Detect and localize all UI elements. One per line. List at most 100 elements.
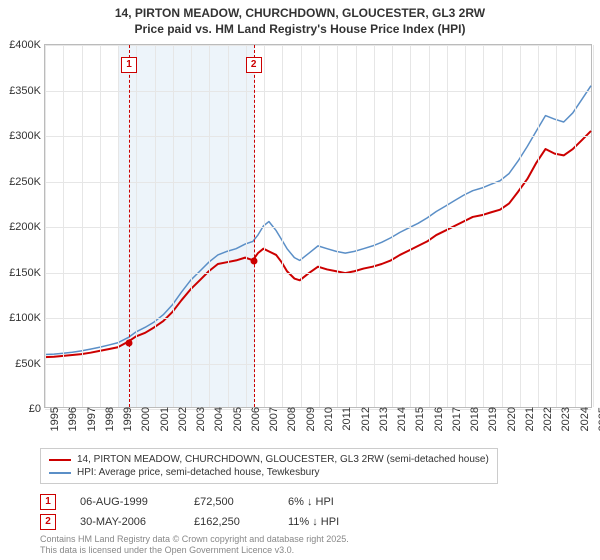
y-tick-label: £200K — [9, 221, 45, 233]
y-tick-label: £100K — [9, 312, 45, 324]
grid-v — [246, 45, 247, 407]
sale-delta: 6% ↓ HPI — [288, 496, 334, 508]
grid-v — [282, 45, 283, 407]
grid-h — [45, 318, 591, 319]
grid-h — [45, 182, 591, 183]
x-tick-label: 2001 — [155, 407, 171, 431]
x-tick-label: 2006 — [246, 407, 262, 431]
series-price_paid — [45, 131, 591, 357]
footer-line1: Contains HM Land Registry data © Crown c… — [40, 534, 349, 545]
x-tick-label: 2005 — [228, 407, 244, 431]
x-tick-label: 1999 — [118, 407, 134, 431]
grid-v — [429, 45, 430, 407]
x-tick-label: 2003 — [191, 407, 207, 431]
x-tick-label: 2021 — [520, 407, 536, 431]
sale-marker-line — [254, 45, 255, 407]
legend: 14, PIRTON MEADOW, CHURCHDOWN, GLOUCESTE… — [40, 448, 498, 484]
grid-v — [45, 45, 46, 407]
sale-price: £162,250 — [194, 516, 264, 528]
sale-marker-icon: 1 — [40, 494, 56, 510]
legend-label: 14, PIRTON MEADOW, CHURCHDOWN, GLOUCESTE… — [77, 454, 489, 465]
sale-marker-box: 1 — [121, 57, 137, 73]
x-tick-label: 2007 — [264, 407, 280, 431]
sale-price: £72,500 — [194, 496, 264, 508]
grid-h — [45, 273, 591, 274]
x-tick-label: 2016 — [429, 407, 445, 431]
sale-dot — [250, 258, 257, 265]
y-tick-label: £350K — [9, 85, 45, 97]
grid-v — [100, 45, 101, 407]
y-tick-label: £150K — [9, 267, 45, 279]
grid-v — [63, 45, 64, 407]
footer: Contains HM Land Registry data © Crown c… — [40, 534, 349, 556]
grid-v — [556, 45, 557, 407]
grid-v — [319, 45, 320, 407]
grid-v — [575, 45, 576, 407]
x-tick-label: 2002 — [173, 407, 189, 431]
grid-h — [45, 91, 591, 92]
chart-title-line1: 14, PIRTON MEADOW, CHURCHDOWN, GLOUCESTE… — [0, 0, 600, 22]
legend-row: 14, PIRTON MEADOW, CHURCHDOWN, GLOUCESTE… — [49, 453, 489, 466]
x-tick-label: 2004 — [209, 407, 225, 431]
grid-v — [301, 45, 302, 407]
grid-h — [45, 45, 591, 46]
sale-row: 2 30-MAY-2006 £162,250 11% ↓ HPI — [40, 514, 339, 530]
y-tick-label: £250K — [9, 176, 45, 188]
x-tick-label: 2011 — [337, 407, 353, 431]
grid-v — [374, 45, 375, 407]
grid-v — [465, 45, 466, 407]
x-tick-label: 1995 — [45, 407, 61, 431]
chart-container: 14, PIRTON MEADOW, CHURCHDOWN, GLOUCESTE… — [0, 0, 600, 560]
legend-label: HPI: Average price, semi-detached house,… — [77, 467, 320, 478]
y-tick-label: £50K — [15, 358, 45, 370]
sale-marker-icon: 2 — [40, 514, 56, 530]
sale-date: 06-AUG-1999 — [80, 496, 170, 508]
grid-v — [209, 45, 210, 407]
grid-v — [483, 45, 484, 407]
x-tick-label: 2013 — [374, 407, 390, 431]
grid-v — [155, 45, 156, 407]
x-tick-label: 2010 — [319, 407, 335, 431]
x-tick-label: 2015 — [410, 407, 426, 431]
x-tick-label: 2020 — [502, 407, 518, 431]
y-tick-label: £300K — [9, 130, 45, 142]
grid-v — [593, 45, 594, 407]
x-tick-label: 1998 — [100, 407, 116, 431]
x-tick-label: 2009 — [301, 407, 317, 431]
grid-v — [520, 45, 521, 407]
sale-marker-box: 2 — [246, 57, 262, 73]
x-tick-label: 2014 — [392, 407, 408, 431]
x-tick-label: 2022 — [538, 407, 554, 431]
x-tick-label: 2000 — [136, 407, 152, 431]
sale-row: 1 06-AUG-1999 £72,500 6% ↓ HPI — [40, 494, 334, 510]
grid-v — [191, 45, 192, 407]
grid-v — [337, 45, 338, 407]
grid-v — [136, 45, 137, 407]
grid-v — [82, 45, 83, 407]
grid-h — [45, 227, 591, 228]
grid-v — [538, 45, 539, 407]
x-tick-label: 2012 — [356, 407, 372, 431]
x-tick-label: 1997 — [82, 407, 98, 431]
series-hpi — [45, 86, 591, 355]
x-tick-label: 2008 — [282, 407, 298, 431]
grid-v — [392, 45, 393, 407]
sale-dot — [126, 340, 133, 347]
x-tick-label: 2018 — [465, 407, 481, 431]
grid-v — [356, 45, 357, 407]
grid-v — [264, 45, 265, 407]
x-tick-label: 2025 — [593, 407, 600, 431]
x-tick-label: 2024 — [575, 407, 591, 431]
y-tick-label: £400K — [9, 39, 45, 51]
sale-date: 30-MAY-2006 — [80, 516, 170, 528]
grid-h — [45, 136, 591, 137]
y-tick-label: £0 — [29, 403, 45, 415]
x-tick-label: 2023 — [556, 407, 572, 431]
grid-v — [118, 45, 119, 407]
grid-v — [410, 45, 411, 407]
footer-line2: This data is licensed under the Open Gov… — [40, 545, 349, 556]
grid-v — [502, 45, 503, 407]
legend-row: HPI: Average price, semi-detached house,… — [49, 466, 489, 479]
grid-v — [173, 45, 174, 407]
grid-h — [45, 364, 591, 365]
